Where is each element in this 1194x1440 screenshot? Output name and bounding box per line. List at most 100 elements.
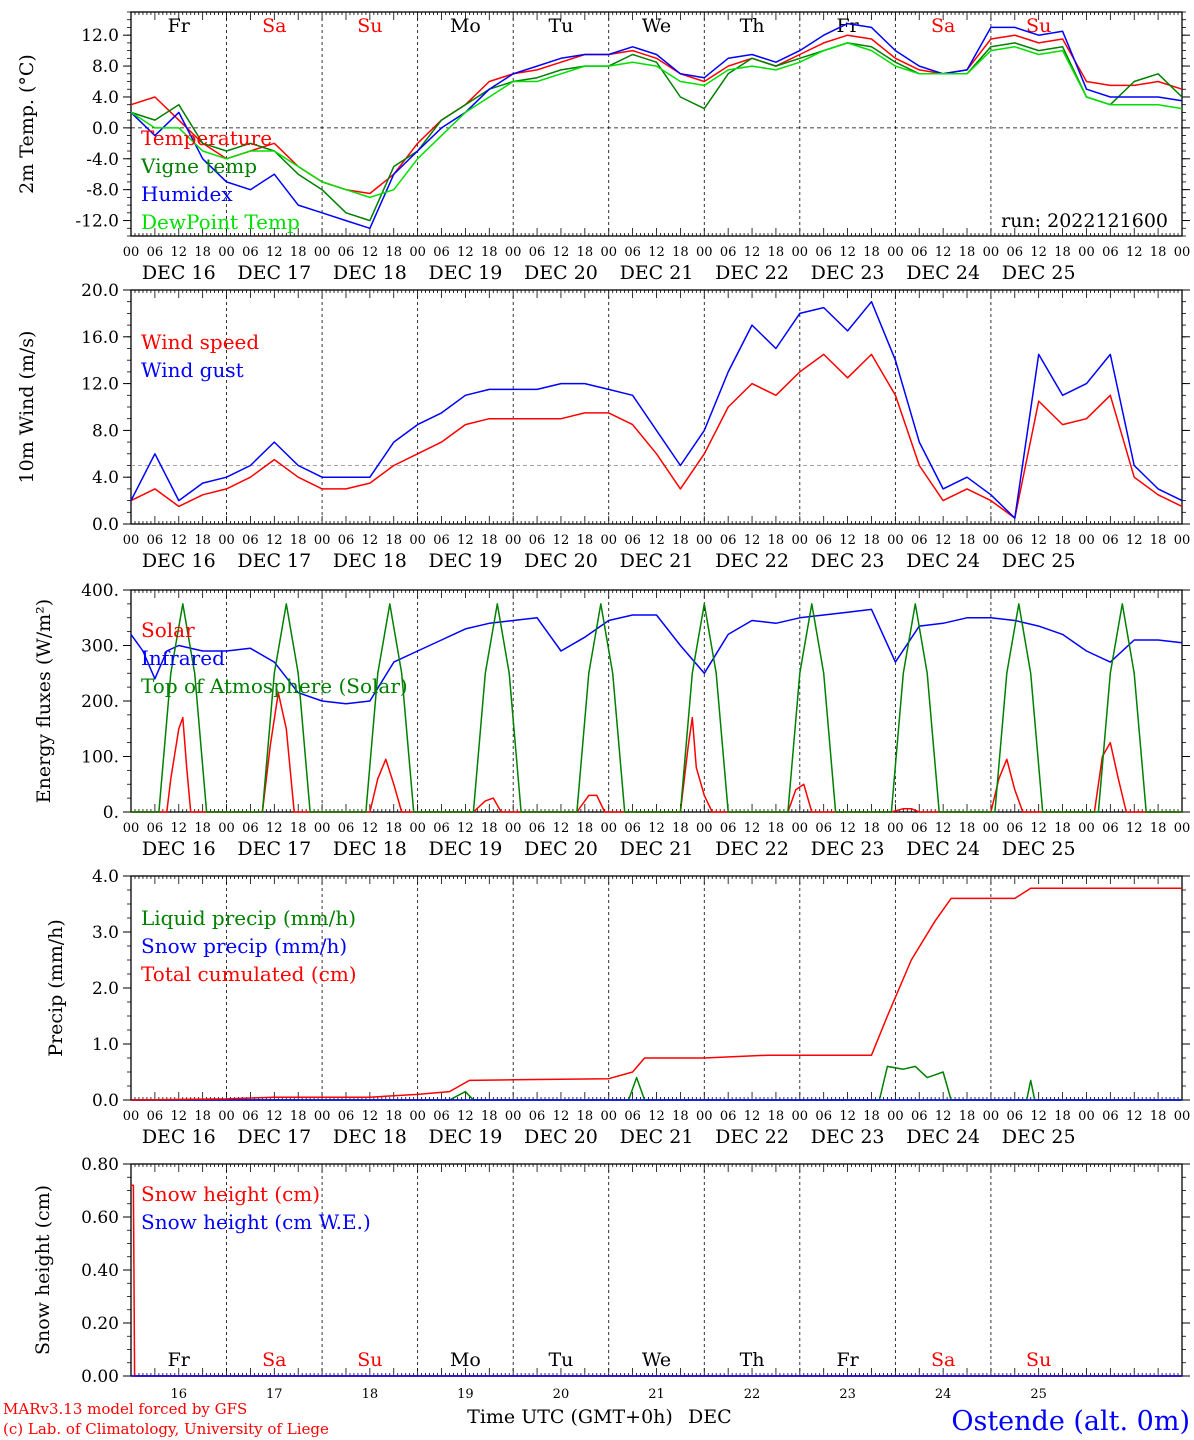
- x-hour-label: 06: [338, 245, 355, 260]
- x-hour-label: 00: [409, 1109, 426, 1124]
- x-hour-label: 18: [959, 821, 976, 836]
- day-number-label: 20: [553, 1387, 570, 1402]
- x-hour-label: 00: [218, 533, 235, 548]
- legend-entry: Wind gust: [141, 358, 244, 382]
- x-hour-label: 12: [362, 821, 379, 836]
- x-hour-label: 06: [242, 821, 259, 836]
- x-hour-label: 12: [266, 533, 283, 548]
- x-date-label: DEC 23: [811, 550, 885, 572]
- x-hour-label: 12: [1030, 821, 1047, 836]
- x-hour-label: 06: [529, 821, 546, 836]
- x-hour-label: 18: [194, 245, 211, 260]
- series-line-2: [130, 300, 1183, 519]
- x-hour-label: 18: [481, 821, 498, 836]
- x-hour-label: 06: [911, 821, 928, 836]
- x-hour-label: 00: [505, 533, 522, 548]
- x-hour-label: 12: [553, 1109, 570, 1124]
- x-hour-label: 00: [123, 821, 140, 836]
- x-hour-label: 06: [529, 533, 546, 548]
- x-date-label: DEC 20: [524, 838, 598, 860]
- x-hour-label: 18: [959, 1109, 976, 1124]
- x-hour-label: 00: [123, 533, 140, 548]
- legend-entry: Temperature: [141, 126, 272, 150]
- y-tick-label: 0.00: [81, 1367, 119, 1387]
- x-hour-label: 18: [194, 1109, 211, 1124]
- legend-entry: Total cumulated (cm): [141, 962, 357, 986]
- x-hour-label: 06: [815, 245, 832, 260]
- x-hour-label: 12: [1126, 821, 1143, 836]
- panel-energy-fluxes: 0. 100. 200. 300. 400. Energy fluxes (W/m²) 00…: [33, 581, 1190, 860]
- legend-entry: Humidex: [141, 182, 233, 206]
- day-of-week-label: Th: [740, 15, 765, 37]
- x-hour-label: 06: [720, 245, 737, 260]
- y-tick-label: 200.: [81, 692, 119, 712]
- x-date-label: DEC 22: [715, 838, 789, 860]
- x-date-label: DEC 20: [524, 262, 598, 284]
- x-hour-label: 06: [242, 245, 259, 260]
- x-hour-label: 12: [839, 533, 856, 548]
- x-date-label: DEC 25: [1002, 262, 1076, 284]
- x-hour-label: 18: [863, 821, 880, 836]
- x-hour-label: 00: [505, 245, 522, 260]
- x-hour-label: 18: [1054, 245, 1071, 260]
- x-hour-label: 18: [481, 533, 498, 548]
- x-hour-label: 18: [1150, 533, 1167, 548]
- y-tick-label: 12.0: [81, 26, 119, 46]
- x-date-label: DEC 23: [811, 1126, 885, 1148]
- x-hour-label: 12: [935, 533, 952, 548]
- x-hour-label: 06: [815, 533, 832, 548]
- x-hour-label: 00: [1078, 533, 1095, 548]
- series-line-2: [130, 608, 1183, 705]
- x-date-label: DEC 17: [237, 838, 311, 860]
- day-of-week-label: Su: [1026, 15, 1051, 37]
- x-hour-label: 00: [1078, 821, 1095, 836]
- series-line-2: [130, 42, 1183, 222]
- x-hour-label: 18: [385, 245, 402, 260]
- x-date-label: DEC 20: [524, 1126, 598, 1148]
- x-hour-label: 18: [672, 821, 689, 836]
- x-hour-label: 00: [218, 821, 235, 836]
- x-date-label: DEC 18: [333, 1126, 407, 1148]
- x-hour-label: 06: [1007, 821, 1024, 836]
- y-tick-label: 20.0: [81, 281, 119, 301]
- day-number-label: 19: [457, 1387, 474, 1402]
- x-hour-label: 12: [362, 1109, 379, 1124]
- day-number-label: 21: [648, 1387, 665, 1402]
- x-hour-label: 18: [1054, 821, 1071, 836]
- y-tick-label: 4.0: [92, 88, 119, 108]
- y-tick-label: 8.0: [92, 421, 119, 441]
- x-hour-label: 00: [314, 1109, 331, 1124]
- x-date-label: DEC 22: [715, 550, 789, 572]
- y-tick-label: 0.0: [92, 1091, 119, 1111]
- series-line-1: [130, 353, 1183, 519]
- x-hour-label: 18: [194, 821, 211, 836]
- x-hour-label: 18: [672, 245, 689, 260]
- legend-entry: Snow height (cm W.E.): [141, 1210, 371, 1234]
- x-date-label: DEC 24: [906, 1126, 980, 1148]
- y-tick-label: -12.0: [75, 212, 119, 232]
- day-of-week-label: Su: [357, 1349, 382, 1371]
- x-hour-label: 12: [457, 1109, 474, 1124]
- x-date-label: DEC 16: [142, 262, 216, 284]
- x-hour-label: 12: [1030, 533, 1047, 548]
- panel-snow-height: Time UTC (GMT+0h) DEC 0.00 0.20 0.40 0.60 0.…: [32, 1155, 1190, 1428]
- series-line-3: [131, 603, 1182, 813]
- x-hour-label: 12: [170, 821, 187, 836]
- y-tick-label: 0.80: [81, 1155, 119, 1175]
- x-hour-label: 18: [768, 533, 785, 548]
- panel-temperature: run: 2022121600 -12.0 -8.0 -4.0 0.0 4.0 8.0 12…: [16, 11, 1190, 284]
- x-hour-label: 18: [290, 245, 307, 260]
- x-hour-label: 06: [147, 533, 164, 548]
- x-hour-label: 00: [792, 1109, 809, 1124]
- x-hour-label: 12: [266, 821, 283, 836]
- legend-entry: Snow height (cm): [141, 1182, 320, 1206]
- legend-entry: Snow precip (mm/h): [141, 934, 347, 958]
- x-hour-label: 18: [577, 1109, 594, 1124]
- x-hour-label: 06: [624, 1109, 641, 1124]
- x-hour-label: 00: [409, 533, 426, 548]
- x-date-label: DEC 17: [237, 550, 311, 572]
- day-number-label: 17: [266, 1387, 283, 1402]
- day-number-label: 23: [839, 1387, 856, 1402]
- x-hour-label: 00: [792, 533, 809, 548]
- x-hour-label: 18: [194, 533, 211, 548]
